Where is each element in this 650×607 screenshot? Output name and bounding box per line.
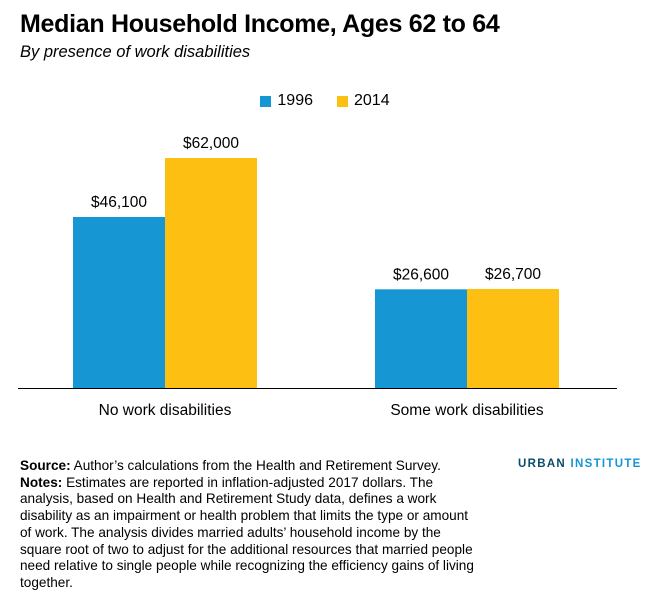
legend: 1996 2014 [0, 92, 650, 110]
legend-label-2014: 2014 [354, 92, 390, 109]
data-label-2014-1: $62,000 [183, 135, 239, 152]
legend-swatch-1996 [260, 95, 272, 107]
source-text: Author’s calculations from the Health an… [70, 458, 441, 473]
urban-institute-logo: URBAN INSTITUTE [518, 458, 642, 470]
source-label: Source: [20, 458, 71, 473]
bar-1996-1 [73, 216, 165, 388]
source-notes: Source: Author’s calculations from the H… [20, 458, 480, 592]
category-label-1: No work disabilities [99, 402, 232, 419]
legend-item-2014: 2014 [337, 92, 390, 110]
brand-part-1: URBAN [518, 458, 567, 470]
legend-swatch-2014 [337, 95, 348, 107]
data-label-1996-2: $26,600 [393, 266, 449, 283]
bar-1996-2 [375, 289, 467, 388]
brand-part-2: INSTITUTE [570, 458, 642, 470]
chart-title: Median Household Income, Ages 62 to 64 [20, 10, 500, 38]
legend-label-1996: 1996 [277, 92, 313, 109]
category-label-2: Some work disabilities [390, 402, 544, 419]
chart-subtitle: By presence of work disabilities [20, 43, 251, 61]
bar-2014-2 [467, 288, 559, 388]
notes-text: Estimates are reported in inflation-adju… [20, 474, 474, 590]
data-label-1996-1: $46,100 [91, 194, 147, 211]
notes-label: Notes: [20, 474, 63, 490]
data-label-2014-2: $26,700 [485, 266, 541, 283]
bar-chart: $46,100 $62,000 No work disabilities $26,60… [18, 135, 617, 419]
legend-item-1996: 1996 [260, 92, 313, 110]
bar-2014-1 [165, 158, 257, 388]
